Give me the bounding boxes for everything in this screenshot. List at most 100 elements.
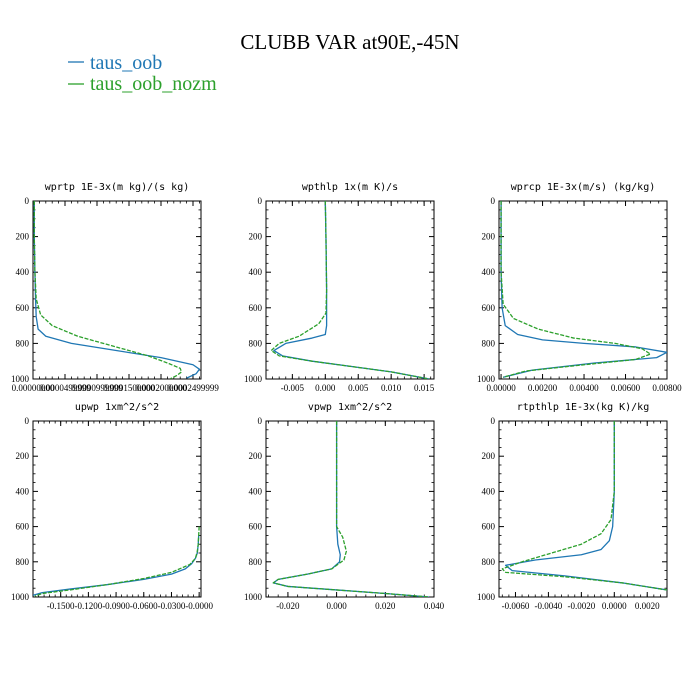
y-tick-label: 0 (25, 196, 30, 206)
x-tick-label: 0.0002499999 (167, 383, 219, 393)
x-tick-label: 0.00000000 (12, 383, 55, 393)
y-tick-label: 1000 (244, 592, 263, 602)
y-tick-label: 800 (249, 557, 263, 567)
series-line-taus-oob (500, 201, 667, 378)
x-tick-label: -0.0040 (535, 601, 563, 611)
series-line-taus-oob (33, 535, 200, 596)
x-tick-label: 0.040 (424, 601, 445, 611)
subplot-5: vpwp 1xm^2/s^2 0 200 400 600 800 1000 -0.020 0.0… (244, 402, 445, 611)
y-tick-label: 600 (16, 522, 30, 532)
x-tick-label: -0.0300 (158, 601, 186, 611)
y-tick-label: 800 (482, 557, 496, 567)
y-tick-label: 200 (249, 232, 263, 242)
y-tick-label: 0 (258, 196, 263, 206)
y-tick-label: 400 (482, 267, 496, 277)
subplot-title: upwp 1xm^2/s^2 (75, 402, 159, 413)
y-tick-label: 1000 (477, 374, 496, 384)
y-tick-label: 800 (16, 557, 30, 567)
y-tick-label: 400 (249, 267, 263, 277)
x-tick-label: -0.0060 (502, 601, 530, 611)
subplot-6: rtpthlp 1E-3x(kg K)/kg02004006008001000-… (477, 402, 668, 611)
x-tick-label: 0.010 (381, 383, 402, 393)
y-tick-label: 0 (491, 196, 496, 206)
x-tick-label: -0.1200 (75, 601, 103, 611)
series-line-taus-oob-nozm (500, 201, 652, 378)
y-tick-label: 600 (482, 522, 496, 532)
subplot-title: wprtp 1E-3x(m kg)/(s kg) (45, 182, 190, 193)
x-tick-label: 0.0001500000 (103, 383, 155, 393)
legend-label-taus-oob-nozm: taus_oob_nozm (90, 73, 217, 95)
y-tick-label: 600 (249, 303, 263, 313)
series-line-taus-oob (273, 201, 430, 379)
x-tick-label: -0.0020 (567, 601, 595, 611)
legend-label-taus-oob: taus_oob (90, 52, 162, 74)
y-tick-label: 0 (258, 416, 263, 426)
series-line-taus-oob-nozm (33, 201, 183, 379)
y-tick-label: 800 (482, 338, 496, 348)
y-tick-label: 1000 (11, 374, 30, 384)
y-tick-label: 200 (482, 232, 496, 242)
legend: taus_oob taus_oob_nozm (68, 52, 217, 95)
y-tick-label: 400 (16, 486, 30, 496)
series-line-taus-oob-nozm (270, 201, 430, 379)
x-tick-label: 0.005 (348, 383, 369, 393)
subplot-1: wprtp 1E-3x(m kg)/(s kg) 0 200 400 600 800 100… (11, 182, 219, 393)
plot-frame (498, 200, 668, 380)
plot-frame (498, 420, 668, 598)
x-tick-label: 0.015 (414, 383, 435, 393)
y-tick-label: 1000 (11, 592, 30, 602)
series-line-taus-oob (272, 421, 430, 597)
y-tick-label: 400 (482, 486, 496, 496)
series-line-taus-oob-nozm (272, 421, 430, 597)
x-tick-label: 0.020 (375, 601, 396, 611)
y-tick-label: 0 (25, 416, 30, 426)
y-tick-label: 800 (249, 338, 263, 348)
x-tick-label: 0.0000 (602, 601, 627, 611)
y-tick-label: 200 (482, 451, 496, 461)
plot-frame (265, 200, 435, 380)
x-tick-label: -0.020 (276, 601, 300, 611)
subplot-title: rtpthlp 1E-3x(kg K)/kg (517, 402, 649, 413)
x-tick-label: 0.0002000000 (135, 383, 187, 393)
y-tick-label: 600 (249, 522, 263, 532)
x-tick-label: -0.0600 (130, 601, 158, 611)
subplot-3: wprcp 1E-3x(m/s) (kg/kg) 0 200 400 600 800 100… (477, 182, 682, 393)
subplot-2: wpthlp 1x(m K)/s 0 200 400 600 800 1000 -0.005 0… (244, 182, 435, 393)
series-line-taus-oob-nozm (34, 526, 200, 597)
y-tick-label: 600 (482, 303, 496, 313)
subplot-title: vpwp 1xm^2/s^2 (308, 402, 392, 413)
x-tick-label: 0.00000 (486, 383, 516, 393)
x-tick-label: -0.0000 (185, 601, 213, 611)
x-tick-label: 0.0020 (635, 601, 660, 611)
x-tick-label: 0.0000999999 (71, 383, 123, 393)
series-line-taus-oob (504, 421, 667, 591)
subplot-title: wpthlp 1x(m K)/s (302, 182, 398, 193)
y-tick-label: 400 (16, 267, 30, 277)
y-tick-label: 200 (249, 451, 263, 461)
plot-frame (265, 420, 435, 598)
x-tick-label: 0.000 (326, 601, 347, 611)
x-tick-label: -0.1500 (47, 601, 75, 611)
x-tick-label: -0.0900 (102, 601, 130, 611)
x-tick-label: 0.00800 (652, 383, 682, 393)
x-tick-label: 0.00200 (528, 383, 558, 393)
series-line-taus-oob (33, 201, 201, 379)
y-tick-label: 400 (249, 486, 263, 496)
subplot-title: wprcp 1E-3x(m/s) (kg/kg) (511, 182, 656, 193)
y-tick-label: 0 (491, 416, 496, 426)
plot-frame (32, 200, 202, 380)
subplots: wprtp 1E-3x(m kg)/(s kg) 0 200 400 600 800 100… (11, 182, 682, 611)
x-tick-label: -0.005 (281, 383, 305, 393)
x-tick-label: 0.000 (315, 383, 336, 393)
x-tick-label: 0.00600 (611, 383, 641, 393)
y-tick-label: 600 (16, 303, 30, 313)
y-tick-label: 1000 (477, 592, 496, 602)
y-tick-label: 200 (16, 232, 30, 242)
y-tick-label: 800 (16, 338, 30, 348)
figure-title: CLUBB VAR at90E,-45N (240, 30, 459, 54)
y-tick-label: 200 (16, 451, 30, 461)
x-tick-label: 0.00400 (569, 383, 599, 393)
y-tick-label: 1000 (244, 374, 263, 384)
